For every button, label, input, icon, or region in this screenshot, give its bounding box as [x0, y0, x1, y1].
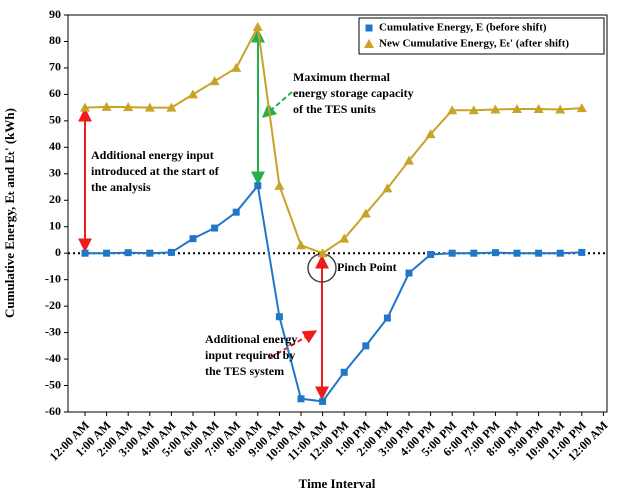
y-tick-label: 90 — [49, 7, 61, 21]
y-axis-title: Cumulative Energy, Eₜ and Eₜ' (kWh) — [2, 108, 17, 318]
point — [254, 182, 262, 190]
point — [364, 39, 374, 48]
point — [167, 248, 175, 256]
point — [556, 249, 564, 257]
annotation: of the TES units — [293, 102, 376, 116]
y-tick-label: 0 — [55, 245, 61, 259]
point — [555, 104, 566, 114]
annotation: input required by — [205, 348, 295, 362]
point — [319, 397, 327, 405]
y-tick-label: -20 — [45, 298, 61, 312]
point — [340, 368, 348, 376]
y-tick-label: -10 — [45, 271, 61, 285]
y-tick-label: -50 — [45, 377, 61, 391]
y-tick-label: 40 — [49, 139, 61, 153]
point — [513, 249, 521, 257]
point — [468, 105, 479, 115]
arrow — [269, 330, 318, 359]
point — [211, 224, 219, 232]
legend-label: Cumulative Energy, E (before shift) — [379, 22, 547, 34]
point — [81, 249, 89, 257]
annotation: Pinch Point — [337, 260, 397, 274]
y-tick-label: 60 — [49, 86, 61, 100]
y-tick-label: 10 — [49, 218, 61, 232]
point — [80, 102, 90, 112]
series-line — [85, 183, 582, 403]
annotation: introduced at the start of — [91, 164, 220, 178]
annotation: Additional energy input — [91, 148, 214, 162]
point — [252, 21, 263, 31]
point — [297, 395, 305, 403]
point — [576, 103, 587, 113]
point — [365, 24, 373, 32]
y-tick-label: -30 — [45, 324, 61, 338]
point — [382, 183, 393, 193]
point — [317, 248, 328, 258]
y-tick-label: 30 — [49, 166, 61, 180]
annotation: energy storage capacity — [293, 86, 414, 100]
annotation: the TES system — [205, 364, 284, 378]
point — [144, 102, 155, 112]
point — [274, 180, 285, 190]
y-tick-label: 80 — [49, 33, 61, 47]
point — [296, 240, 306, 250]
y-tick-label: 20 — [49, 192, 61, 206]
annotation: the analysis — [91, 180, 151, 194]
point — [578, 248, 586, 256]
point — [189, 235, 197, 243]
point — [124, 249, 132, 257]
point — [146, 249, 154, 257]
point — [231, 62, 242, 72]
point — [188, 89, 198, 99]
y-tick-label: 50 — [49, 113, 61, 127]
point — [447, 105, 458, 115]
point — [490, 104, 501, 114]
point — [512, 103, 522, 113]
point — [448, 249, 456, 257]
point — [232, 208, 240, 216]
point — [275, 313, 283, 321]
x-axis-title: Time Interval — [299, 476, 376, 491]
point — [103, 249, 111, 257]
annotation: Maximum thermal — [293, 70, 391, 84]
point — [209, 76, 220, 86]
point — [101, 101, 112, 111]
point — [427, 251, 435, 259]
y-tick-label: 70 — [49, 60, 61, 74]
y-tick-label: -40 — [45, 351, 61, 365]
point — [405, 269, 413, 277]
point — [362, 342, 370, 350]
point — [470, 249, 478, 257]
point — [339, 233, 350, 243]
legend-label: New Cumulative Energy, Eₜ' (after shift) — [379, 38, 569, 50]
y-tick-label: -60 — [45, 404, 61, 418]
annotation: Additional energy — [205, 332, 297, 346]
point — [383, 314, 391, 322]
point — [360, 208, 371, 218]
point — [535, 249, 543, 257]
point — [533, 103, 544, 113]
legend-box — [358, 17, 605, 55]
plot-frame — [67, 14, 608, 413]
point — [123, 102, 134, 112]
point — [404, 155, 414, 165]
point — [425, 129, 436, 139]
series-line — [84, 23, 582, 255]
point — [491, 249, 499, 257]
point — [166, 102, 177, 112]
arrow — [261, 91, 293, 118]
